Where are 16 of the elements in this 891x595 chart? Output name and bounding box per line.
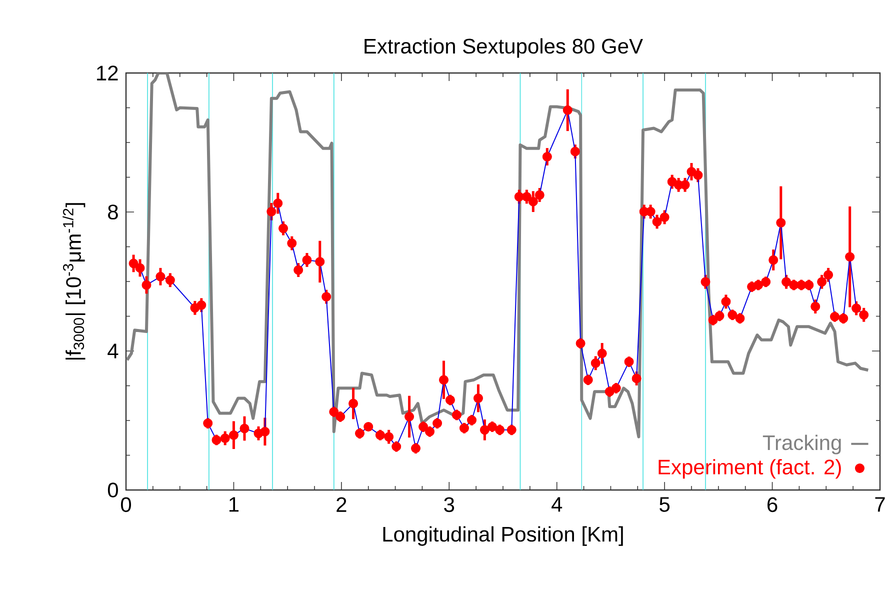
legend-label: Tracking	[762, 434, 841, 454]
x-tick-label: 4	[552, 497, 562, 512]
x-tick-label: 3	[444, 497, 454, 512]
x-axis-title: Longitudinal Position [Km]	[383, 526, 623, 546]
x-tick-label: 5	[660, 497, 670, 512]
y-axis-title: |f$_{3000}$| [10$^{-3}$μm$^{-1/2}$]	[62, 203, 86, 360]
y-tick-label: 12	[97, 66, 118, 80]
x-tick-label: 7	[875, 497, 885, 512]
y-tick-label: 8	[108, 204, 118, 220]
chart-title: Extraction Sextupoles 80 GeV	[364, 38, 643, 58]
x-tick-label: 0	[120, 497, 132, 512]
x-tick-label: 6	[768, 497, 778, 512]
x-tick-label: 1	[229, 497, 239, 512]
x-tick-label: 2	[336, 497, 346, 512]
y-tick-label: 0	[108, 482, 118, 498]
y-tick-label: 4	[108, 344, 118, 358]
